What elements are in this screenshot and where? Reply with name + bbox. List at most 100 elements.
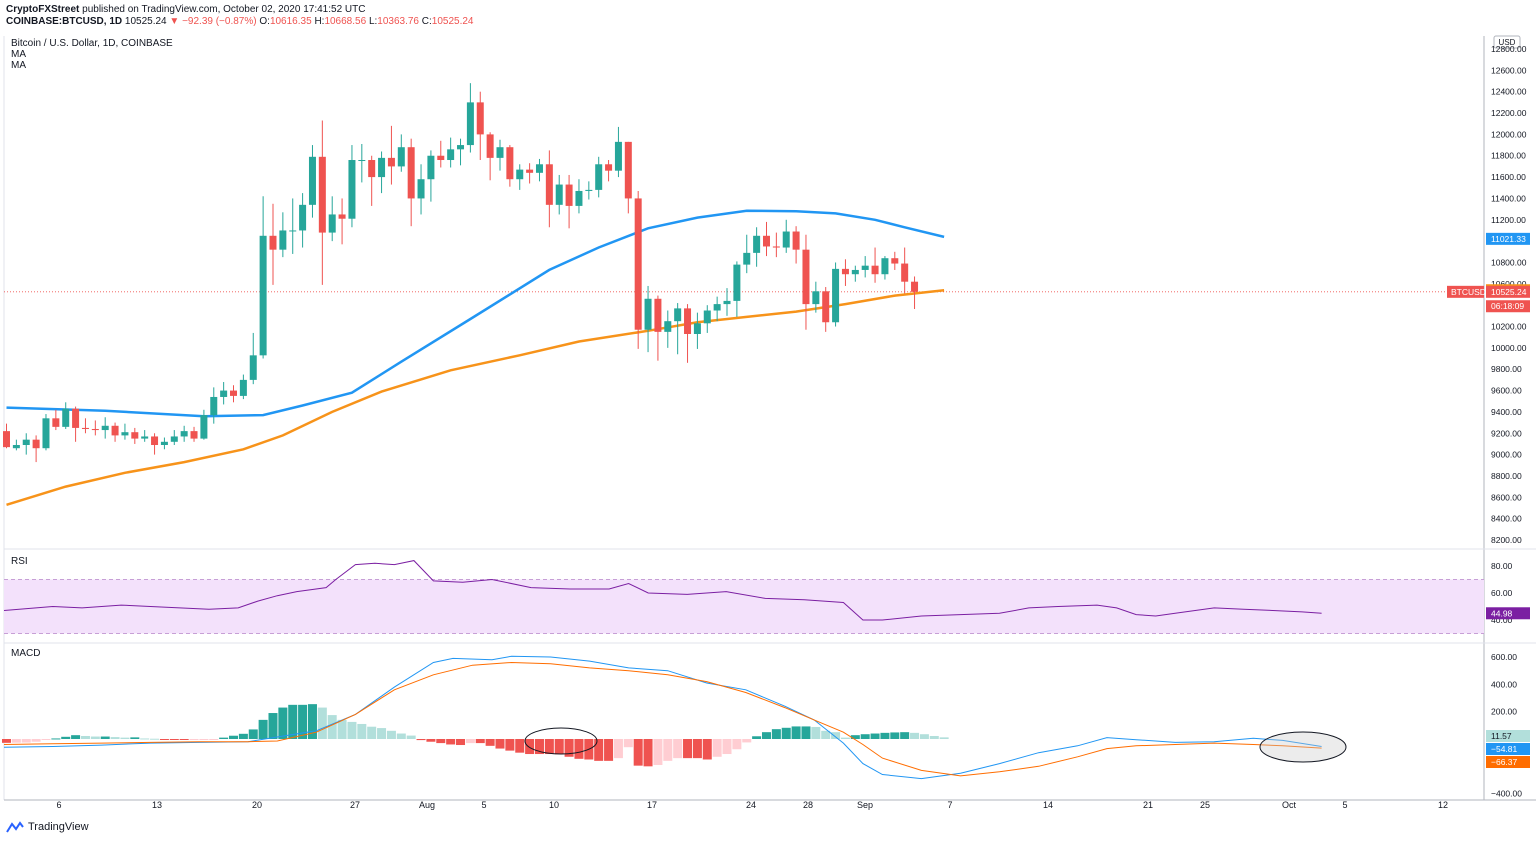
indicator-ma-2[interactable]: MA [11, 60, 26, 71]
price-tick-label: 11800.00 [1491, 151, 1526, 161]
macd-tick-label: −400.00 [1491, 789, 1522, 799]
price-tick-label: 8600.00 [1491, 492, 1522, 502]
candle-body [782, 231, 790, 248]
candle-body [348, 160, 356, 219]
candle-body [772, 246, 780, 248]
price-tick-label: 8200.00 [1491, 535, 1522, 545]
price-change: ▼ −92.39 (−0.87%) [169, 16, 257, 27]
candle-body [368, 160, 376, 178]
price-tick-label: 8400.00 [1491, 514, 1522, 524]
macd-line [3, 655, 1322, 780]
candle-body [861, 265, 869, 270]
candle-body [279, 230, 287, 250]
candle-body [22, 439, 30, 446]
time-tick-label: 25 [1200, 800, 1210, 810]
macd-histogram-bar [613, 739, 623, 759]
macd-histogram-bar [653, 739, 663, 765]
macd-histogram-bar [209, 739, 219, 740]
time-tick-label: 10 [549, 800, 559, 810]
c-label: C: [421, 16, 432, 27]
countdown-label: 06:18:09 [1491, 301, 1524, 311]
tradingview-footer[interactable]: TradingView [6, 821, 89, 833]
candle-body [437, 155, 445, 161]
candle-body [851, 269, 859, 275]
candle-body [190, 431, 198, 439]
candle-body [358, 160, 366, 162]
macd-histogram-bar [130, 737, 140, 739]
candle-body [160, 441, 168, 446]
candle-body [654, 298, 662, 332]
macd-histogram-bar [248, 729, 258, 739]
macd-histogram-bar [278, 707, 288, 739]
candle-body [624, 141, 632, 199]
candle-body [447, 149, 455, 161]
macd-histogram-bar [2, 739, 11, 743]
candle-body [901, 263, 909, 282]
candle-body [101, 425, 109, 431]
time-tick-label: 21 [1143, 800, 1153, 810]
macd-histogram-bar [229, 735, 239, 739]
macd-histogram-bar [110, 737, 120, 739]
indicator-ma-1[interactable]: MA [11, 49, 26, 60]
price-tick-label: 10600.00 [1491, 279, 1527, 289]
macd-histogram-bar [150, 738, 160, 740]
ma-long-line [6, 209, 945, 418]
price-tick-label: 12400.00 [1491, 87, 1527, 97]
currency-label: USD [1499, 38, 1516, 47]
macd-histogram-bar [791, 726, 801, 739]
candle-body [12, 445, 20, 449]
macd-histogram-bar [594, 739, 604, 761]
last-price-label-bg [1486, 285, 1530, 298]
rsi-tick-label: 60.00 [1491, 588, 1513, 598]
symbol-tag-bg [1447, 285, 1484, 298]
macd-hist-label-bg [1486, 730, 1530, 742]
macd-histogram-bar [929, 735, 939, 739]
publisher-name[interactable]: CryptoFXStreet [6, 4, 80, 15]
last-price-label: 10525.24 [1491, 287, 1527, 297]
candle-body [753, 235, 761, 253]
macd-histogram-bar [643, 739, 653, 767]
h-label: H: [314, 16, 325, 27]
macd-histogram-bar [623, 739, 633, 748]
candle-body [802, 249, 810, 305]
price-tick-label: 9800.00 [1491, 364, 1522, 374]
candle-body [871, 265, 879, 275]
macd-histogram-bar [485, 739, 495, 746]
candle-body [151, 436, 159, 446]
time-tick-label: 5 [481, 800, 486, 810]
countdown-label-bg [1486, 300, 1530, 313]
candle-body [674, 308, 682, 322]
time-tick-label: 27 [350, 800, 360, 810]
c-value: 10525.24 [431, 16, 474, 27]
macd-signal-label-bg [1486, 756, 1530, 768]
candle-body [832, 268, 840, 323]
candle-body [496, 147, 504, 158]
candle-body [762, 235, 770, 247]
macd-hist-label: 11.57 [1491, 731, 1512, 741]
candle-body [387, 157, 395, 167]
macd-histogram-bar [732, 739, 742, 750]
candle-body [585, 189, 593, 191]
price-tick-label: 10800.00 [1491, 257, 1527, 267]
candle-body [703, 310, 711, 324]
macd-histogram-bar [288, 704, 298, 739]
candle-body [52, 418, 60, 427]
candle-body [417, 179, 425, 199]
macd-histogram-bar [880, 732, 890, 739]
rsi-tick-label: 80.00 [1491, 561, 1513, 571]
macd-tick-label: 200.00 [1491, 707, 1517, 717]
candle-body [170, 436, 178, 442]
macd-label[interactable]: MACD [11, 648, 41, 659]
macd-histogram-bar [120, 737, 130, 739]
time-tick-label: 17 [647, 800, 657, 810]
time-tick-label: 14 [1043, 800, 1053, 810]
ma-long-price-label-bg [1486, 232, 1530, 245]
candle-body [338, 214, 346, 219]
o-label: O: [259, 16, 270, 27]
ma-long-price-label: 11021.33 [1491, 234, 1526, 244]
macd-histogram-bar [179, 739, 189, 740]
rsi-label[interactable]: RSI [11, 556, 28, 567]
macd-histogram-bar [238, 733, 248, 739]
candle-body [457, 145, 465, 150]
